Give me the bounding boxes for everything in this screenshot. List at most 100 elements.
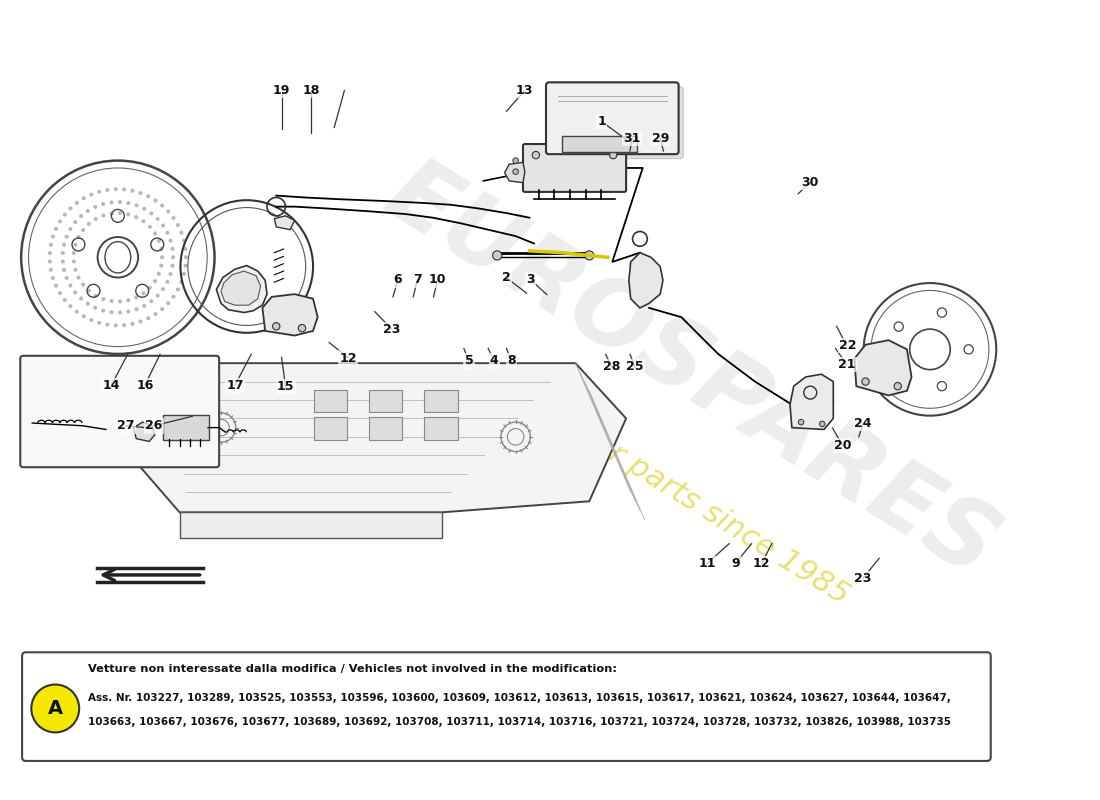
Circle shape [74,290,77,294]
Circle shape [60,259,65,263]
FancyBboxPatch shape [546,82,679,154]
Circle shape [68,304,73,308]
Circle shape [48,268,53,272]
Circle shape [179,230,184,234]
Circle shape [51,234,55,238]
Text: 11: 11 [698,557,716,570]
Circle shape [126,201,131,205]
Circle shape [157,272,161,276]
Circle shape [168,272,173,276]
Circle shape [154,198,157,202]
Circle shape [106,322,109,326]
Circle shape [113,323,118,327]
Text: 22: 22 [839,339,857,352]
FancyBboxPatch shape [522,144,626,192]
Circle shape [160,247,163,251]
Circle shape [142,291,145,295]
Circle shape [122,187,127,191]
Circle shape [146,316,151,320]
Circle shape [97,190,101,194]
Circle shape [894,382,901,390]
Text: Ass. Nr. 103227, 103289, 103525, 103553, 103596, 103600, 103609, 103612, 103613,: Ass. Nr. 103227, 103289, 103525, 103553,… [88,694,952,703]
Circle shape [153,231,157,235]
Text: 26: 26 [145,419,163,432]
Text: 8: 8 [507,354,516,367]
Circle shape [513,169,518,174]
Circle shape [493,251,502,260]
Circle shape [182,272,186,276]
FancyBboxPatch shape [314,390,348,412]
Text: 5: 5 [464,354,473,367]
FancyBboxPatch shape [370,418,403,439]
Circle shape [68,227,73,231]
Circle shape [63,298,67,302]
Text: 30: 30 [802,176,820,190]
Circle shape [97,321,101,325]
Circle shape [106,188,109,192]
Circle shape [77,275,80,279]
Text: 19: 19 [273,84,290,97]
Circle shape [94,306,97,310]
Circle shape [58,219,62,223]
FancyBboxPatch shape [551,87,683,158]
Text: 23: 23 [383,322,400,336]
FancyBboxPatch shape [425,418,458,439]
Circle shape [126,310,131,314]
Circle shape [172,294,176,298]
Circle shape [118,211,122,215]
Polygon shape [790,374,834,430]
Circle shape [131,189,134,193]
Circle shape [89,193,94,197]
FancyBboxPatch shape [562,136,637,152]
Circle shape [153,279,157,283]
Circle shape [139,191,143,195]
Polygon shape [221,271,261,305]
Polygon shape [139,363,626,512]
Circle shape [110,299,113,303]
Circle shape [75,201,79,205]
Circle shape [820,421,825,426]
Circle shape [89,318,94,322]
Text: 7: 7 [412,274,421,286]
Circle shape [161,307,164,311]
Circle shape [184,255,188,259]
Text: 4: 4 [490,354,498,367]
Circle shape [31,685,79,732]
Polygon shape [179,512,442,538]
Circle shape [146,194,151,198]
Polygon shape [263,294,318,335]
Circle shape [87,289,91,293]
Circle shape [134,295,139,299]
Text: 23: 23 [855,572,871,585]
Circle shape [165,280,169,284]
Circle shape [65,234,68,238]
Circle shape [68,283,73,287]
Text: 3: 3 [527,274,535,286]
Circle shape [81,228,85,232]
Circle shape [79,297,84,301]
Text: 14: 14 [102,378,120,392]
Circle shape [161,223,165,227]
Circle shape [134,307,139,311]
Text: 27: 27 [117,419,134,432]
Circle shape [81,282,85,286]
Circle shape [110,211,113,215]
Circle shape [87,222,91,226]
Circle shape [113,187,118,191]
Circle shape [134,215,139,219]
Text: passion for parts since 1985: passion for parts since 1985 [472,356,854,610]
FancyBboxPatch shape [22,652,991,761]
Polygon shape [133,422,155,442]
Circle shape [142,219,145,223]
Circle shape [160,255,164,259]
Text: 21: 21 [838,358,856,371]
Circle shape [157,239,161,243]
Circle shape [513,158,518,163]
Circle shape [47,259,52,263]
FancyBboxPatch shape [370,390,403,412]
Circle shape [63,213,67,217]
Circle shape [165,230,169,234]
Circle shape [147,225,152,229]
Circle shape [131,322,134,326]
Circle shape [609,151,617,158]
